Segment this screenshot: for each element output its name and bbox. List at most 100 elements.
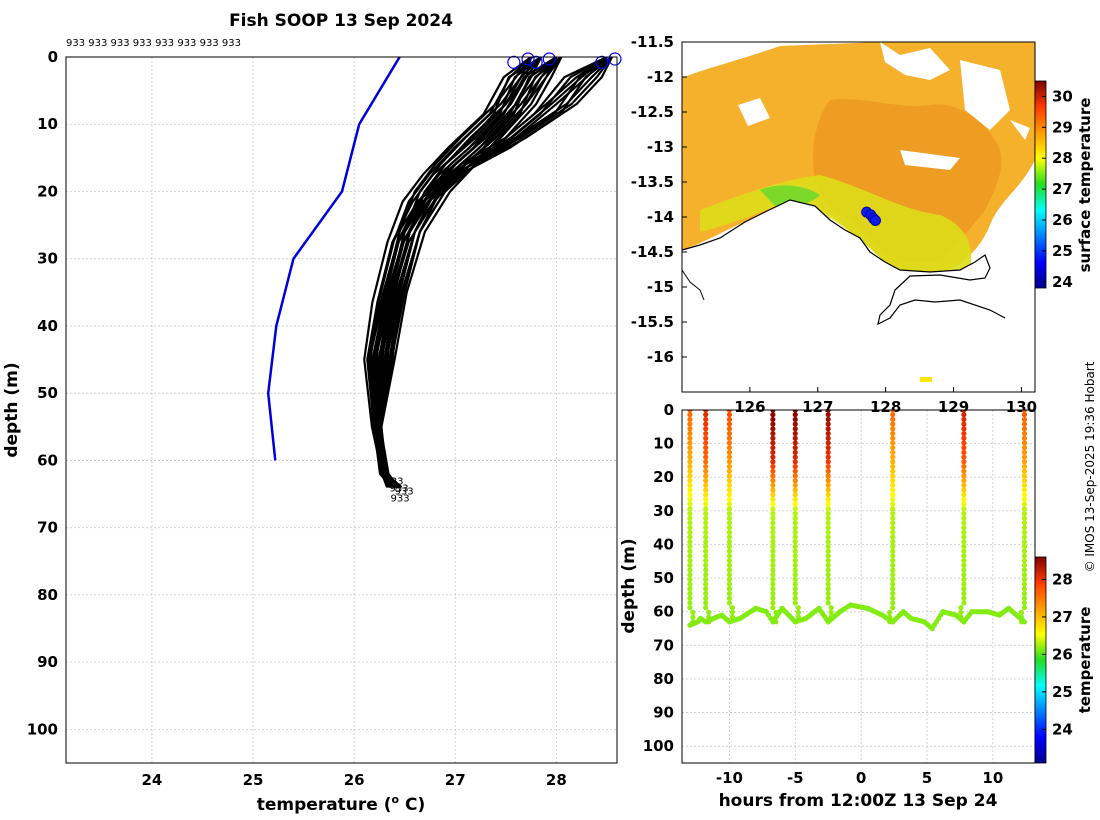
profile-axes-box <box>65 56 618 764</box>
cast-point <box>726 600 733 606</box>
map-colorbar-tick-label: 24 <box>1052 273 1073 291</box>
timeseries-points <box>687 410 1028 632</box>
cast-point <box>890 478 896 484</box>
cast-point <box>687 590 693 597</box>
cast-point <box>792 440 798 446</box>
cast-point <box>890 412 896 418</box>
cast-point <box>890 576 896 583</box>
cast-point <box>703 543 709 550</box>
cast-point <box>687 567 693 573</box>
cast-point <box>792 600 798 606</box>
cast-point <box>890 515 896 521</box>
timeseries-ytick-label: 80 <box>653 670 674 688</box>
cast-point <box>770 454 776 460</box>
cast-point <box>825 510 831 517</box>
cast-point <box>687 595 693 601</box>
cast-point <box>770 539 776 545</box>
timeseries-colorbar <box>1034 556 1047 764</box>
surface-marker <box>529 55 543 69</box>
coastline-west <box>682 269 705 301</box>
cast-point <box>825 492 831 498</box>
xlabel-sup: o <box>392 793 400 806</box>
cast-point <box>703 449 709 455</box>
cast-point <box>703 595 709 601</box>
cast-point <box>726 515 733 521</box>
cast-point <box>770 501 776 507</box>
cast-point <box>792 529 798 535</box>
timeseries-ytick-label: 20 <box>653 468 674 486</box>
timeseries-colorbar-tick-label: 24 <box>1052 720 1073 738</box>
cast-point <box>770 543 776 550</box>
cast-point <box>770 459 776 465</box>
cast-point <box>890 543 896 550</box>
cast-point <box>770 529 776 535</box>
cast-point <box>825 487 831 493</box>
cast-point <box>825 412 831 418</box>
cast-point <box>703 576 709 583</box>
cast-point <box>687 525 693 531</box>
cast-point <box>726 506 733 512</box>
cast-point <box>825 445 831 451</box>
cast-point <box>687 412 693 418</box>
cast-point <box>770 581 776 587</box>
cast-point <box>703 496 709 503</box>
cast-point <box>961 492 967 498</box>
cast-point <box>890 492 896 498</box>
cast-point <box>825 548 831 554</box>
timeseries-ytick-label: 10 <box>653 435 674 453</box>
cast-point <box>1021 525 1028 531</box>
cast-point <box>792 515 798 521</box>
cast-point <box>703 600 709 606</box>
timeseries-xtick-label: -5 <box>787 769 804 787</box>
map-ytick-label: -14.5 <box>631 243 674 261</box>
cast-point <box>770 548 776 554</box>
cast-point <box>792 410 798 413</box>
cast-point <box>726 445 733 451</box>
cast-point <box>792 595 798 601</box>
climatology-line <box>266 57 401 461</box>
cast-point <box>726 529 733 535</box>
cast-point <box>792 416 798 423</box>
cast-point <box>703 463 709 470</box>
cast-point <box>961 520 967 526</box>
cast-point <box>825 473 831 479</box>
cast-point <box>729 605 736 611</box>
cast-point <box>792 586 798 592</box>
cast-point <box>1021 581 1028 587</box>
cast-point <box>726 440 733 446</box>
cast-point <box>890 567 896 573</box>
profile-ytick-label: 100 <box>27 720 58 738</box>
cast-point <box>687 510 693 517</box>
cast-point <box>726 572 733 578</box>
cast-point <box>1021 430 1028 437</box>
timeseries-ytick-label: 70 <box>653 636 674 654</box>
map-colorbar-tick-label: 26 <box>1052 211 1073 229</box>
cast-point <box>825 586 831 592</box>
map-ytick-label: -15.5 <box>631 313 674 331</box>
map-colorbar-tick-label: 28 <box>1052 149 1073 167</box>
map-xtick-label: 129 <box>938 398 969 416</box>
cast-point <box>726 586 733 592</box>
cast-point <box>795 609 801 615</box>
profile-ytick-label: 70 <box>37 519 58 537</box>
cast-point <box>792 449 798 455</box>
cast-point <box>687 449 693 455</box>
cast-point <box>890 473 896 479</box>
cast-point <box>703 501 709 507</box>
cast-point <box>961 496 967 503</box>
cast-point <box>703 454 709 460</box>
cast-point <box>825 426 831 432</box>
cast-point <box>703 553 709 559</box>
map-ytick-label: -11.5 <box>631 33 674 51</box>
cast-point <box>687 529 693 535</box>
surface-marker <box>507 55 521 69</box>
cast-point <box>1021 539 1028 545</box>
timeseries-ytick-label: 0 <box>664 401 674 419</box>
cast-point <box>890 454 896 460</box>
cast-point <box>961 581 967 587</box>
cast-point <box>825 534 831 540</box>
cast-point <box>825 440 831 446</box>
cast-point <box>1021 553 1028 559</box>
cast-point <box>890 459 896 465</box>
